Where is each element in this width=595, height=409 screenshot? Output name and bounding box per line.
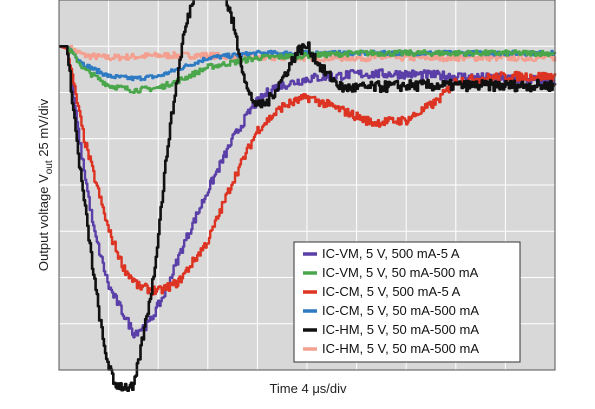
legend: IC-VM, 5 V, 500 mA-5 A IC-VM, 5 V, 50 mA-… [293,241,521,363]
series-line-3 [59,45,557,296]
legend-label-6: IC-HM, 5 V, 50 mA-500 mA [322,341,479,356]
y-axis-label: Output voltage Vout 25 mV/div [36,98,55,271]
series-line-5 [58,0,557,392]
y-axis-label-subscript: out [44,160,55,174]
legend-box [293,241,521,363]
legend-label-5: IC-HM, 5 V, 50 mA-500 mA [322,322,479,337]
plot-frame [58,0,556,371]
legend-label-2: IC-VM, 5 V, 50 mA-500 mA [322,265,479,280]
legend-label-4: IC-CM, 5 V, 50 mA-500 mA [322,303,479,318]
series-layer [58,0,557,392]
legend-label-3: IC-CM, 5 V, 500 mA-5 A [322,284,461,299]
legend-label-1: IC-VM, 5 V, 500 mA-5 A [322,246,460,261]
x-axis-label: Time 4 μs/div [269,381,347,396]
